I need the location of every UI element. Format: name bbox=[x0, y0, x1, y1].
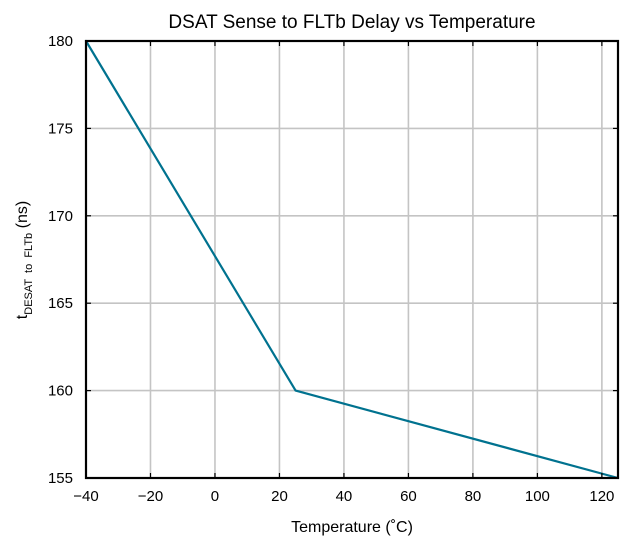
y-tick-label: 160 bbox=[48, 383, 73, 400]
y-tick-label: 170 bbox=[48, 208, 73, 225]
series-line bbox=[84, 39, 620, 480]
y-axis-label-suffix: (ns) bbox=[14, 201, 31, 233]
x-tick-label: 0 bbox=[211, 488, 219, 505]
y-tick-label: 165 bbox=[48, 295, 73, 312]
x-tick-label: 40 bbox=[336, 488, 353, 505]
y-axis-label-main: t bbox=[14, 314, 31, 319]
y-tick-label: 175 bbox=[48, 120, 73, 137]
x-axis-label: Temperature (˚C) bbox=[291, 519, 413, 536]
series-layer bbox=[84, 39, 620, 480]
x-tick-label: −40 bbox=[73, 488, 98, 505]
x-tick-label: 20 bbox=[271, 488, 288, 505]
plot-frame bbox=[84, 39, 620, 480]
x-tick-label: −20 bbox=[138, 488, 163, 505]
x-tick-label: 60 bbox=[400, 488, 417, 505]
y-tick-label: 180 bbox=[48, 33, 73, 50]
y-axis-label: tDESAT to FLTb (ns) bbox=[14, 201, 35, 319]
chart-title: DSAT Sense to FLTb Delay vs Temperature bbox=[168, 12, 535, 33]
x-tick-label: 80 bbox=[465, 488, 482, 505]
x-tick-label: 120 bbox=[589, 488, 614, 505]
x-tick-label: 100 bbox=[525, 488, 550, 505]
grid bbox=[85, 40, 618, 479]
y-tick-label: 155 bbox=[48, 470, 73, 487]
axis-ticks: −40 −20 0 20 40 60 80 100 120 155 160 165 170 175 180 bbox=[48, 33, 618, 505]
y-axis-label-subscript: DESAT to FLTb bbox=[23, 233, 35, 315]
